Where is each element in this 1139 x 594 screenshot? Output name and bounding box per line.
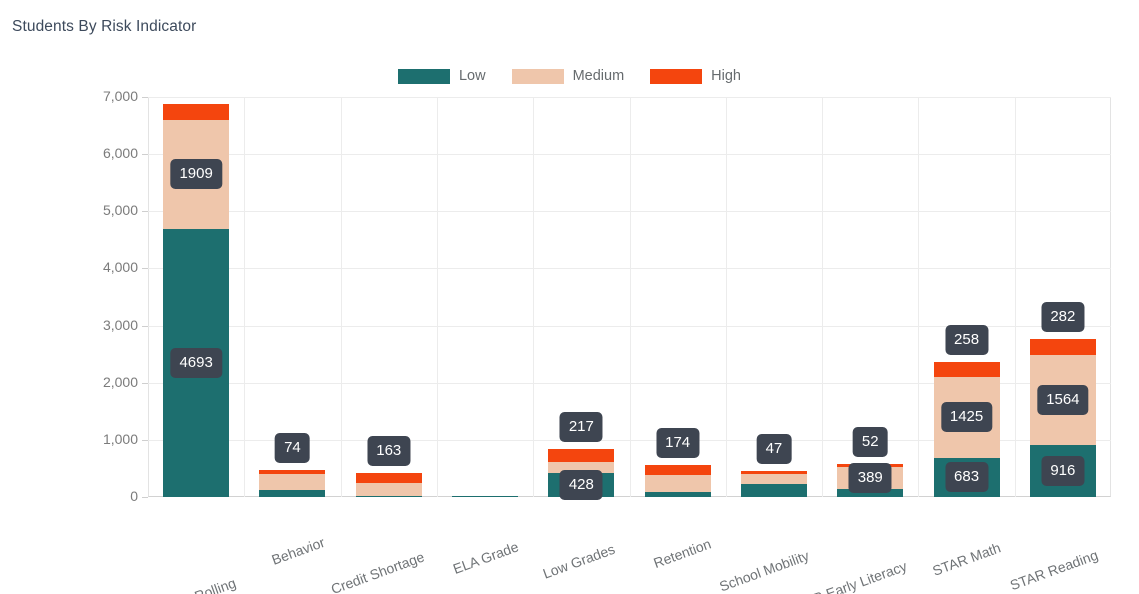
x-axis-tick-label: ELA Grade bbox=[450, 538, 521, 577]
data-label: 1564 bbox=[1037, 384, 1089, 415]
data-label: 174 bbox=[656, 428, 700, 459]
bar-segment-high[interactable] bbox=[933, 361, 1000, 377]
chart-legend: Low Medium High bbox=[0, 68, 1139, 84]
data-label: 4693 bbox=[170, 347, 222, 378]
bar-group bbox=[1015, 97, 1111, 497]
legend-label: Medium bbox=[572, 68, 625, 84]
data-label: 916 bbox=[1041, 455, 1085, 486]
data-label: 389 bbox=[848, 462, 892, 493]
x-axis-tick-label: Credit Shortage bbox=[328, 548, 427, 594]
bar-segment-low[interactable] bbox=[740, 483, 807, 497]
y-axis-tick-mark bbox=[142, 154, 148, 156]
y-axis-tick-label: 7,000 bbox=[102, 88, 138, 104]
y-axis-tick-mark bbox=[142, 268, 148, 270]
x-axis-tick-label: Behavior bbox=[269, 533, 328, 568]
y-axis-tick-mark bbox=[142, 439, 148, 441]
stacked-bar[interactable] bbox=[740, 471, 807, 497]
bar-group bbox=[244, 97, 340, 497]
stacked-bar[interactable] bbox=[644, 465, 711, 497]
y-axis-tick-mark bbox=[142, 382, 148, 384]
y-axis-tick-mark bbox=[142, 97, 148, 98]
bar-segment-high[interactable] bbox=[548, 449, 615, 462]
x-axis-labels: Attendance - 90 Day Rolling BehaviorCredi… bbox=[0, 505, 1139, 594]
stacked-bar[interactable] bbox=[259, 469, 326, 497]
bar-group bbox=[437, 97, 533, 497]
y-axis-tick-label: 2,000 bbox=[102, 373, 138, 390]
bar-segment-low[interactable] bbox=[644, 491, 711, 497]
x-gridline bbox=[244, 97, 246, 497]
legend-item-medium[interactable]: Medium bbox=[511, 68, 625, 84]
data-label: 1425 bbox=[940, 402, 993, 433]
bar-segment-high[interactable] bbox=[1029, 339, 1096, 356]
data-label: 163 bbox=[367, 436, 411, 467]
x-axis-tick-label: Low Grades bbox=[540, 540, 618, 582]
bar-group bbox=[148, 97, 244, 497]
y-axis-tick-label: 0 bbox=[130, 488, 138, 504]
stacked-bar[interactable] bbox=[355, 473, 422, 497]
bar-segment-low[interactable] bbox=[355, 495, 422, 497]
data-label: 47 bbox=[756, 434, 792, 464]
data-label: 258 bbox=[945, 324, 989, 355]
bar-segment-low[interactable] bbox=[259, 490, 326, 497]
x-axis-tick-label: STAR Reading bbox=[1007, 546, 1100, 594]
x-axis-tick-label: Retention bbox=[650, 535, 713, 572]
bar-segment-medium[interactable] bbox=[355, 482, 422, 496]
data-label: 683 bbox=[945, 462, 989, 493]
bar-segment-medium[interactable] bbox=[740, 473, 807, 484]
x-gridline bbox=[822, 97, 824, 497]
bar-group bbox=[918, 97, 1014, 497]
y-axis-tick-mark bbox=[142, 211, 148, 213]
bar-segment-low[interactable] bbox=[837, 489, 904, 497]
legend-swatch-icon bbox=[397, 68, 450, 84]
x-axis-tick-label: Attendance - 90 Day Rolling bbox=[69, 575, 238, 594]
x-gridline bbox=[1014, 97, 1016, 497]
bar-segment-high[interactable] bbox=[163, 103, 230, 120]
bar-segment-low[interactable] bbox=[452, 496, 519, 497]
bar-segment-high[interactable] bbox=[644, 465, 711, 476]
data-label: 428 bbox=[559, 469, 603, 500]
legend-label: High bbox=[711, 68, 741, 84]
bar-segment-medium[interactable] bbox=[644, 475, 711, 492]
x-gridline bbox=[436, 97, 438, 497]
bar-segment-medium[interactable] bbox=[548, 461, 615, 473]
data-label: 74 bbox=[275, 432, 310, 463]
legend-item-high[interactable]: High bbox=[650, 68, 741, 84]
y-axis-tick-label: 1,000 bbox=[102, 430, 138, 447]
data-label: 282 bbox=[1041, 302, 1085, 333]
y-axis-tick-label: 5,000 bbox=[102, 202, 138, 219]
bar-group bbox=[341, 97, 437, 497]
bar-group bbox=[726, 97, 822, 497]
y-axis-tick-label: 6,000 bbox=[102, 145, 138, 162]
legend-swatch-icon bbox=[650, 68, 703, 84]
y-axis-tick-label: 4,000 bbox=[102, 259, 138, 276]
y-axis-tick-label: 3,000 bbox=[102, 316, 138, 333]
bar-group bbox=[630, 97, 726, 497]
y-axis-tick-mark bbox=[142, 325, 148, 327]
y-axis-tick-mark bbox=[142, 497, 148, 498]
x-gridline bbox=[340, 97, 342, 497]
x-gridline bbox=[725, 97, 727, 497]
x-gridline bbox=[629, 97, 631, 497]
legend-swatch-icon bbox=[511, 68, 564, 84]
data-label: 217 bbox=[559, 412, 603, 443]
x-axis-tick-label: STAR Math bbox=[929, 539, 1003, 579]
bar-segment-high[interactable] bbox=[740, 471, 807, 474]
legend-label: Low bbox=[458, 68, 486, 84]
data-label: 52 bbox=[852, 426, 888, 457]
bar-segment-high[interactable] bbox=[355, 473, 422, 483]
x-gridline bbox=[918, 97, 920, 497]
page-title: Students By Risk Indicator bbox=[12, 18, 197, 35]
x-axis-tick-label: School Mobility bbox=[717, 547, 812, 594]
bar-segment-high[interactable] bbox=[259, 469, 326, 475]
legend-item-low[interactable]: Low bbox=[397, 68, 486, 84]
x-gridline bbox=[533, 97, 535, 497]
stacked-bar[interactable] bbox=[452, 496, 519, 497]
bar-segment-medium[interactable] bbox=[259, 474, 326, 491]
data-label: 1909 bbox=[170, 159, 222, 190]
